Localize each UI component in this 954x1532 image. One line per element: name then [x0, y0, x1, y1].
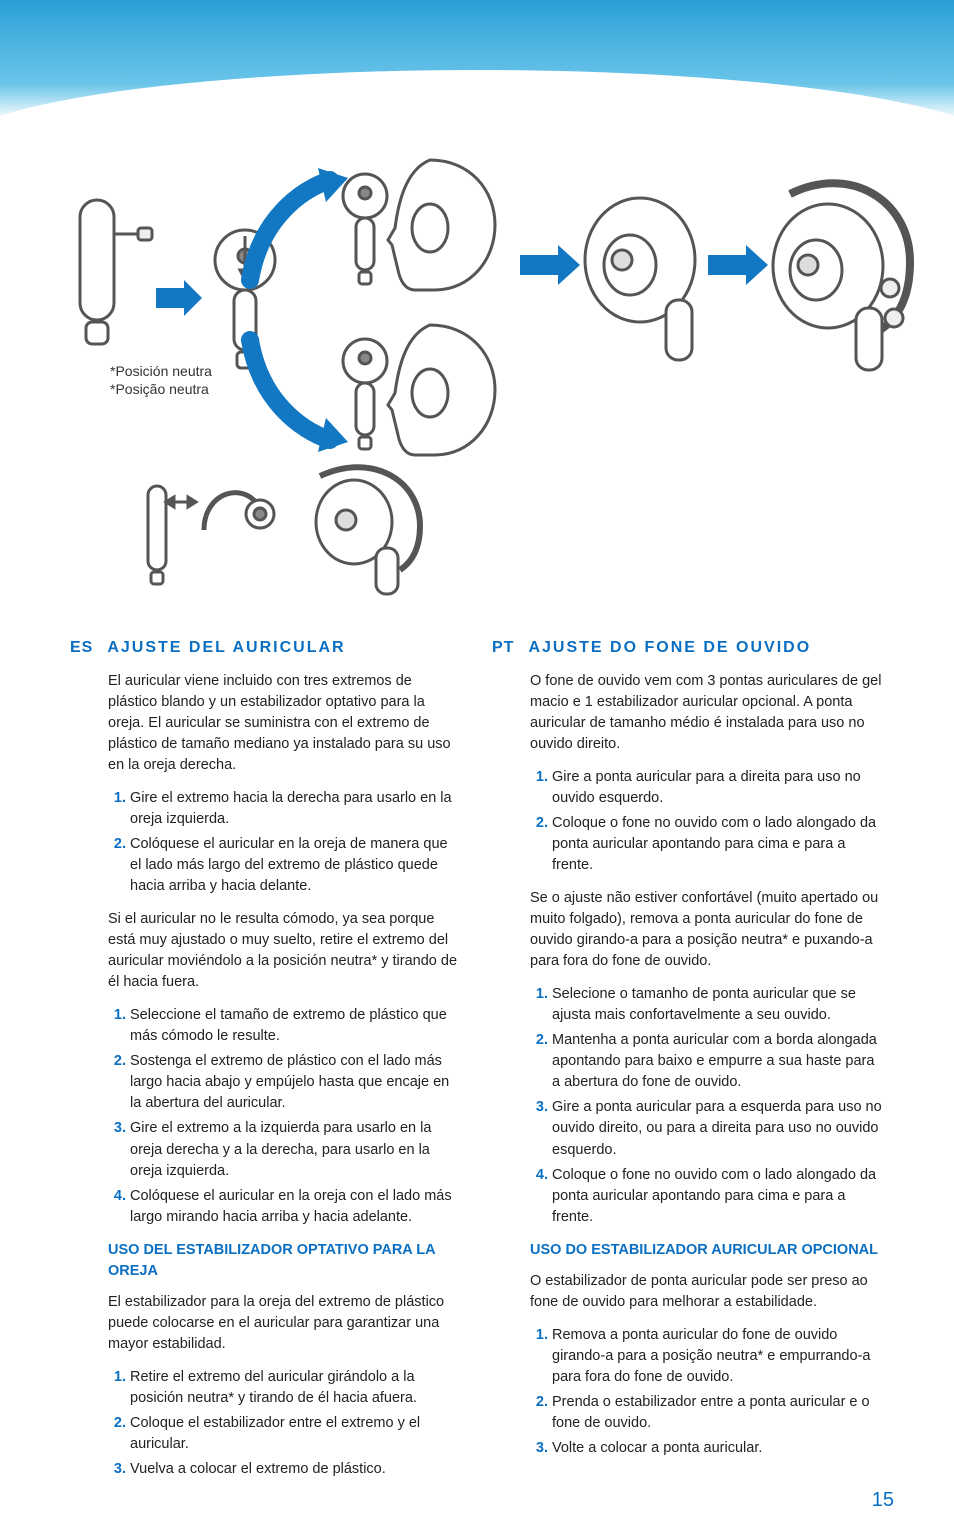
pt-subhead: USO DO ESTABILIZADOR AURICULAR OPCIONAL [530, 1240, 884, 1261]
page-number: 15 [872, 1489, 894, 1512]
list-item: Vuelva a colocar el extremo de plástico. [130, 1459, 462, 1480]
es-para1: Si el auricular no le resulta cómodo, ya… [108, 909, 462, 993]
list-item: Retire el extremo del auricular girándol… [130, 1367, 462, 1409]
head-top-icon [320, 150, 520, 305]
head-bottom-icon [320, 315, 520, 470]
list-item: Volte a colocar a ponta auricular. [552, 1438, 884, 1459]
es-heading: ES AJUSTE DEL AURICULAR [70, 636, 462, 659]
in-ear-stabilizer-icon [750, 170, 930, 390]
pt-para1: Se o ajuste não estiver confortável (mui… [530, 888, 884, 972]
list-item: Prenda o estabilizador entre a ponta aur… [552, 1392, 884, 1434]
list-item: Gire el extremo a la izquierda para usar… [130, 1118, 462, 1181]
list-item: Gire el extremo hacia la derecha para us… [130, 788, 462, 830]
list-item: Remova a ponta auricular do fone de ouvi… [552, 1325, 884, 1388]
pt-list1: Gire a ponta auricular para a direita pa… [530, 767, 884, 876]
list-item: Coloque o fone no ouvido com o lado alon… [552, 813, 884, 876]
es-title: AJUSTE DEL AURICULAR [107, 636, 345, 659]
es-lang: ES [70, 636, 93, 659]
list-item: Colóquese el auricular en la oreja con e… [130, 1186, 462, 1228]
es-subhead: USO DEL ESTABILIZADOR OPTATIVO PARA LA O… [108, 1240, 462, 1282]
col-pt: PT AJUSTE DO FONE DE OUVIDO O fone de ou… [492, 636, 884, 1482]
pt-intro: O fone de ouvido vem com 3 pontas auricu… [530, 671, 884, 755]
in-ear-front-icon [570, 180, 730, 380]
stabilizer-seq-icon [140, 450, 440, 600]
list-item: Gire a ponta auricular para a esquerda p… [552, 1097, 884, 1160]
list-item: Sostenga el extremo de plástico con el l… [130, 1051, 462, 1114]
es-para2: El estabilizador para la oreja del extre… [108, 1292, 462, 1355]
header-gradient [0, 0, 954, 120]
pt-list3: Remova a ponta auricular do fone de ouvi… [530, 1325, 884, 1459]
swap-arrows-icon [230, 160, 350, 470]
pt-lang: PT [492, 636, 514, 659]
caption-line2: *Posição neutra [110, 381, 209, 397]
arrow-right-icon [156, 280, 202, 316]
list-item: Coloque el estabilizador entre el extrem… [130, 1413, 462, 1455]
es-list2: Seleccione el tamaño de extremo de plást… [108, 1005, 462, 1227]
pt-para2: O estabilizador de ponta auricular pode … [530, 1271, 884, 1313]
text-columns: ES AJUSTE DEL AURICULAR El auricular vie… [70, 636, 884, 1482]
neutral-caption: *Posición neutra *Posição neutra [110, 362, 212, 398]
list-item: Gire a ponta auricular para a direita pa… [552, 767, 884, 809]
list-item: Seleccione el tamaño de extremo de plást… [130, 1005, 462, 1047]
es-intro: El auricular viene incluido con tres ext… [108, 671, 462, 776]
list-item: Mantenha a ponta auricular com a borda a… [552, 1030, 884, 1093]
pt-title: AJUSTE DO FONE DE OUVIDO [528, 636, 811, 659]
headset-body-icon [50, 190, 160, 370]
list-item: Colóquese el auricular en la oreja de ma… [130, 834, 462, 897]
pt-heading: PT AJUSTE DO FONE DE OUVIDO [492, 636, 884, 659]
list-item: Selecione o tamanho de ponta auricular q… [552, 984, 884, 1026]
caption-line1: *Posición neutra [110, 363, 212, 379]
col-es: ES AJUSTE DEL AURICULAR El auricular vie… [70, 636, 462, 1482]
es-list3: Retire el extremo del auricular girándol… [108, 1367, 462, 1480]
es-list1: Gire el extremo hacia la derecha para us… [108, 788, 462, 897]
pt-list2: Selecione o tamanho de ponta auricular q… [530, 984, 884, 1227]
diagram-area: *Posición neutra *Posição neutra [60, 150, 894, 610]
list-item: Coloque o fone no ouvido com o lado alon… [552, 1165, 884, 1228]
